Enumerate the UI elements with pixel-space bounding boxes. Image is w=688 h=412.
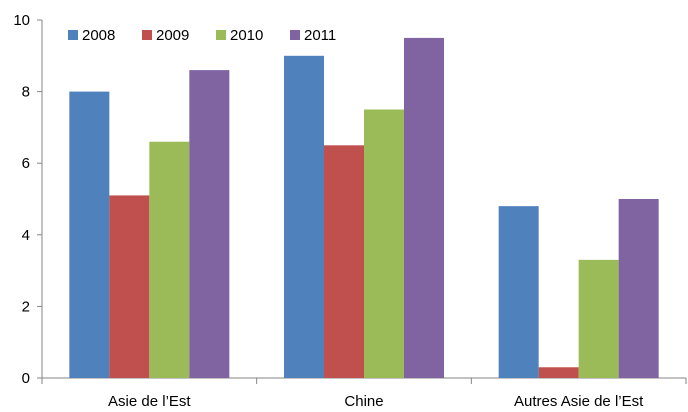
- y-tick-label: 2: [22, 298, 30, 315]
- legend-swatch-2010: [216, 30, 226, 40]
- y-tick-label: 6: [22, 155, 30, 172]
- legend-label-2009: 2009: [156, 27, 189, 44]
- legend-swatch-2008: [68, 30, 78, 40]
- legend-label-2010: 2010: [230, 27, 263, 44]
- bar-2009-0: [109, 195, 150, 378]
- legend-label-2011: 2011: [304, 27, 336, 44]
- bar-2008-2: [498, 206, 539, 378]
- y-tick-label: 4: [22, 227, 30, 244]
- bar-2008-1: [284, 55, 324, 379]
- bar-2011-0: [189, 70, 230, 379]
- bar-2010-0: [149, 141, 190, 378]
- legend-swatch-2009: [142, 30, 152, 40]
- x-category-label: Chine: [344, 393, 383, 410]
- bar-2011-2: [618, 199, 659, 378]
- bar-2008-0: [69, 91, 110, 378]
- x-category-label: Autres Asie de l’Est: [514, 393, 644, 410]
- legend-swatch-2011: [290, 30, 300, 40]
- x-category-label: Asie de l’Est: [108, 393, 191, 410]
- y-tick-label: 0: [22, 370, 30, 387]
- bar-2011-1: [404, 37, 444, 379]
- legend-label-2008: 2008: [82, 27, 115, 44]
- y-tick-label: 8: [22, 84, 30, 101]
- bar-2009-2: [538, 367, 579, 378]
- bar-2009-1: [324, 145, 364, 378]
- bar-2010-1: [364, 109, 404, 378]
- bar-2010-2: [578, 259, 619, 378]
- y-tick-label: 10: [13, 12, 30, 29]
